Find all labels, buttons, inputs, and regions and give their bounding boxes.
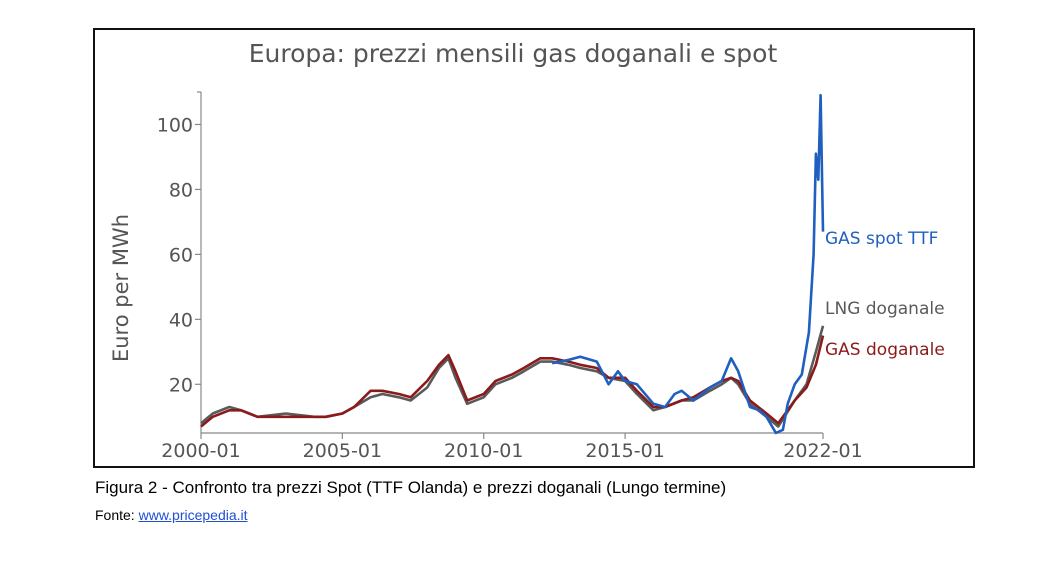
y-tick-label: 60 xyxy=(169,244,193,266)
y-tick-label: 80 xyxy=(169,179,193,201)
series-label-2: GAS doganale xyxy=(825,340,945,360)
series-line-1 xyxy=(200,325,825,428)
line-chart: Europa: prezzi mensili gas doganali e sp… xyxy=(109,39,945,462)
y-tick-label: 20 xyxy=(169,374,193,396)
y-tick-label: 100 xyxy=(157,114,193,136)
source-prefix: Fonte: xyxy=(95,507,139,523)
series-layer xyxy=(200,93,825,435)
series-line-0 xyxy=(551,93,825,435)
series-label-0: GAS spot TTF xyxy=(825,229,938,249)
x-tick-label: 2015-01 xyxy=(585,440,664,462)
y-tick-label: 40 xyxy=(169,309,193,331)
series-label-layer: GAS spot TTF LNG doganale GAS doganale xyxy=(825,229,945,360)
x-tick-label: 2000-01 xyxy=(161,440,240,462)
x-tick-label: 2022-01 xyxy=(783,440,862,462)
x-tick-label: 2005-01 xyxy=(303,440,382,462)
axes: 20 40 60 80 100 2000-01 2005-01 2010-01 2015-01 2… xyxy=(157,91,863,462)
series-line-2 xyxy=(200,335,825,428)
chart-frame: Europa: prezzi mensili gas doganali e sp… xyxy=(93,28,975,468)
y-axis-title: Euro per MWh xyxy=(109,214,133,362)
source-line: Fonte: www.pricepedia.it xyxy=(95,507,248,523)
series-label-1: LNG doganale xyxy=(825,299,945,319)
figure-caption: Figura 2 - Confronto tra prezzi Spot (TT… xyxy=(95,478,727,497)
chart-title: Europa: prezzi mensili gas doganali e sp… xyxy=(249,39,778,68)
source-link[interactable]: www.pricepedia.it xyxy=(138,507,248,523)
x-tick-label: 2010-01 xyxy=(444,440,523,462)
